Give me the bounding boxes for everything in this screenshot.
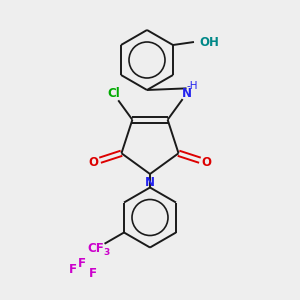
Text: CF: CF [87,242,104,256]
Text: F: F [88,267,96,280]
Text: O: O [201,156,211,169]
Text: F: F [69,263,77,276]
Text: 3: 3 [104,248,110,257]
Text: OH: OH [199,35,219,49]
Text: F: F [78,257,86,270]
Text: N: N [145,176,155,189]
Text: N: N [182,87,191,100]
Text: Cl: Cl [107,87,120,100]
Text: -H: -H [187,81,198,91]
Text: O: O [89,156,99,169]
